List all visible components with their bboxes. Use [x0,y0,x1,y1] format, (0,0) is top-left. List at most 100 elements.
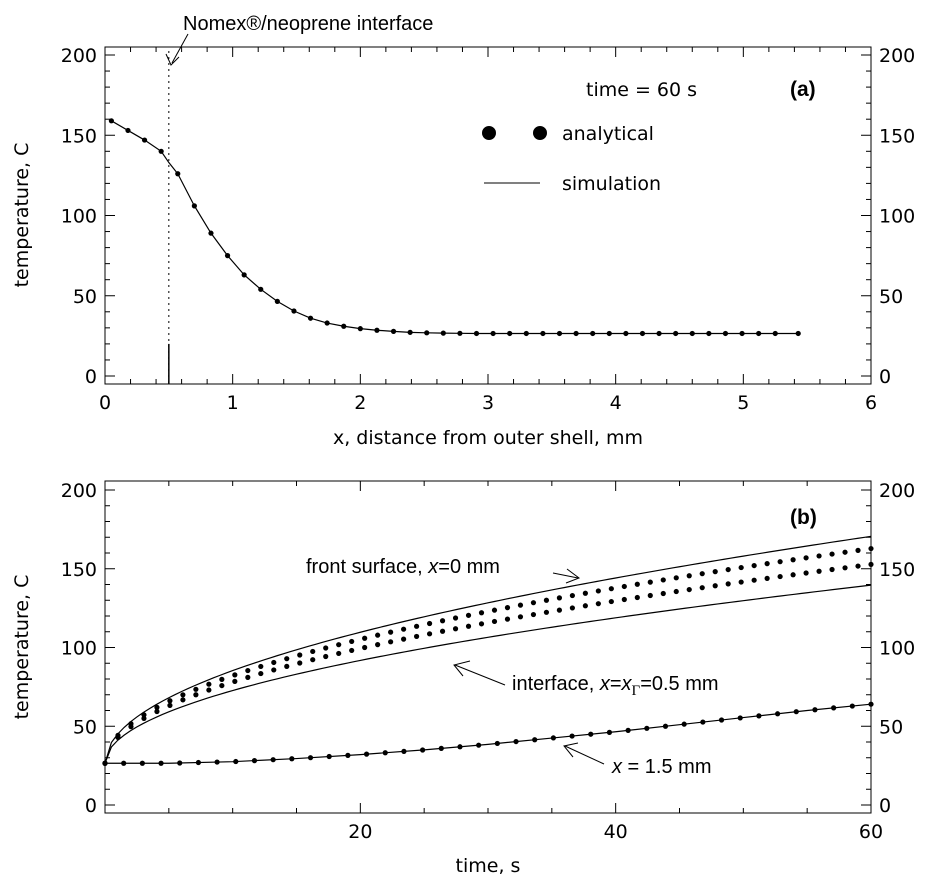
x-axis-label-b: time, s [456,855,521,877]
data-point-interface-analytical [712,583,718,589]
data-point-interface-analytical [375,642,381,648]
data-point-interface-analytical [426,631,433,637]
data-point-analytical [191,203,197,209]
data-point-front-surface-analytical [258,663,264,670]
data-point-front-surface-analytical [388,629,394,635]
data-point-analytical [772,330,778,337]
data-point-analytical [739,330,745,337]
data-point-analytical [158,148,164,154]
data-point-1.5-mm-analytical [251,758,258,764]
y-tick-label-b: 150 [61,559,97,581]
data-point-1.5-mm-analytical [831,705,837,711]
data-point-front-surface-analytical [362,635,368,641]
data-point-interface-analytical [608,598,614,605]
x-tick-label-b: 40 [604,821,628,843]
interface-b-var2: x [621,673,633,695]
data-point-interface-analytical [829,566,835,573]
data-point-front-surface-analytical [426,620,433,627]
data-point-1.5-mm-analytical [849,703,855,709]
data-point-interface-analytical [634,594,640,601]
data-point-front-surface-analytical [660,577,666,583]
data-point-interface-analytical [413,633,420,640]
data-point-1.5-mm-analytical [382,750,388,756]
data-point-analytical [125,127,131,134]
data-point-1.5-mm-analytical [550,735,556,741]
x-tick-label-a: 5 [737,392,749,414]
data-point-1.5-mm-analytical [737,715,743,721]
data-point-1.5-mm-analytical [270,757,276,763]
data-point-interface-analytical [193,692,199,698]
data-point-interface-analytical [790,572,796,578]
data-point-interface-analytical [699,585,705,591]
data-point-analytical [324,320,330,326]
data-point-front-surface-analytical [699,571,705,577]
data-point-front-surface-analytical [803,555,809,561]
data-point-front-surface-analytical [556,595,563,601]
data-point-front-surface-analytical [232,672,238,678]
data-point-analytical [639,330,646,337]
data-point-front-surface-analytical [764,561,770,567]
data-point-interface-analytical [439,628,446,634]
data-point-1.5-mm-analytical [532,737,538,743]
data-point-1.5-mm-analytical [868,701,874,707]
data-point-interface-analytical [167,702,173,708]
data-point-front-surface-analytical [816,553,822,559]
data-point-analytical [656,330,662,337]
legend-analytical-marker [533,126,547,140]
data-point-interface-analytical [128,724,134,730]
data-point-interface-analytical [245,674,251,680]
data-point-interface-analytical [855,563,861,569]
data-point-interface-analytical [478,621,485,627]
interface-b-arrow [454,664,506,686]
data-point-front-surface-analytical [349,638,355,645]
data-point-1.5-mm-analytical [233,758,239,765]
data-point-analytical [274,298,280,304]
data-point-front-surface-analytical [543,597,550,603]
data-point-front-surface-analytical [790,557,796,563]
x-ticks-a: 0 1 2 3 4 5 6 [99,47,877,414]
data-point-interface-analytical [206,687,212,693]
front-surface-annotation: front surface, x=0 mm [306,556,500,578]
data-point-analytical [673,330,679,337]
series-group-b [102,535,874,766]
data-point-interface-analytical [543,609,550,615]
y-tick-label-b-right: 200 [879,480,915,502]
data-point-front-surface-analytical [206,681,212,687]
front-surface-text: front surface, [306,556,428,578]
data-point-front-surface-analytical [284,656,290,662]
plot-frame-b [104,480,872,814]
data-point-analytical [224,253,231,259]
data-point-analytical [175,171,181,177]
data-point-1.5-mm-analytical [401,748,407,754]
data-point-front-surface-analytical [634,581,640,587]
data-point-interface-analytical [803,570,809,576]
data-point-analytical [507,330,513,337]
x-tick-label-a: 0 [99,392,111,414]
y-tick-label-a-right: 50 [879,286,903,308]
deep-arrow [564,745,605,765]
data-point-interface-analytical [401,636,407,642]
front-surface-var: x [427,556,439,578]
data-point-interface-analytical [154,708,160,715]
data-point-interface-analytical [582,603,588,609]
y-tick-label-b-right: 0 [879,795,891,817]
data-point-1.5-mm-analytical [307,755,314,761]
legend-analytical-label: analytical [562,123,654,145]
series-line-interface-simulation [104,584,872,764]
data-point-analytical [689,330,695,337]
data-point-analytical [258,286,264,292]
data-point-interface-analytical [115,734,121,740]
data-point-interface-analytical [660,590,666,597]
data-point-analytical [490,330,496,337]
data-point-interface-analytical [465,623,472,629]
data-point-front-surface-analytical [465,612,472,618]
data-point-front-surface-analytical [504,605,511,611]
data-point-analytical [241,272,247,278]
data-point-interface-analytical [777,573,783,580]
data-point-1.5-mm-analytical [177,760,183,766]
data-point-interface-analytical [569,605,575,611]
data-point-interface-analytical [284,663,290,669]
data-point-1.5-mm-analytical [363,751,370,757]
